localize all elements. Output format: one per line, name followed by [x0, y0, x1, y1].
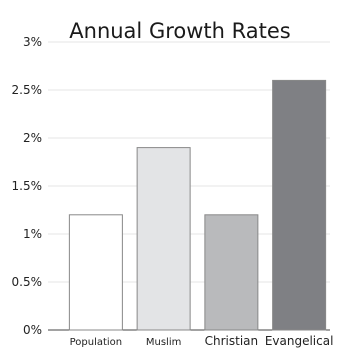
y-tick-label: 2.5%: [12, 83, 43, 97]
y-tick-label: 2%: [23, 131, 42, 145]
x-tick-label: Muslim: [146, 337, 181, 348]
y-tick-label: 1.5%: [12, 179, 43, 193]
y-tick-label: 0%: [23, 323, 42, 337]
bars: [68, 79, 327, 331]
chart-title: Annual Growth Rates: [69, 19, 290, 43]
y-tick-label: 1%: [23, 227, 42, 241]
bar-evangelical: [272, 79, 327, 331]
x-tick-label: Evangelical: [265, 334, 334, 348]
bar-population: [68, 214, 123, 331]
y-tick-label: 0.5%: [12, 275, 43, 289]
x-axis: Population Muslim Christian Evangelical: [70, 334, 334, 348]
y-tick-label: 3%: [23, 35, 42, 49]
x-tick-label: Christian: [205, 334, 259, 348]
bar-muslim: [136, 147, 191, 331]
x-tick-label: Population: [70, 337, 123, 348]
y-axis: 0% 0.5% 1% 1.5% 2% 2.5% 3%: [12, 35, 43, 337]
bar-christian: [204, 214, 259, 331]
